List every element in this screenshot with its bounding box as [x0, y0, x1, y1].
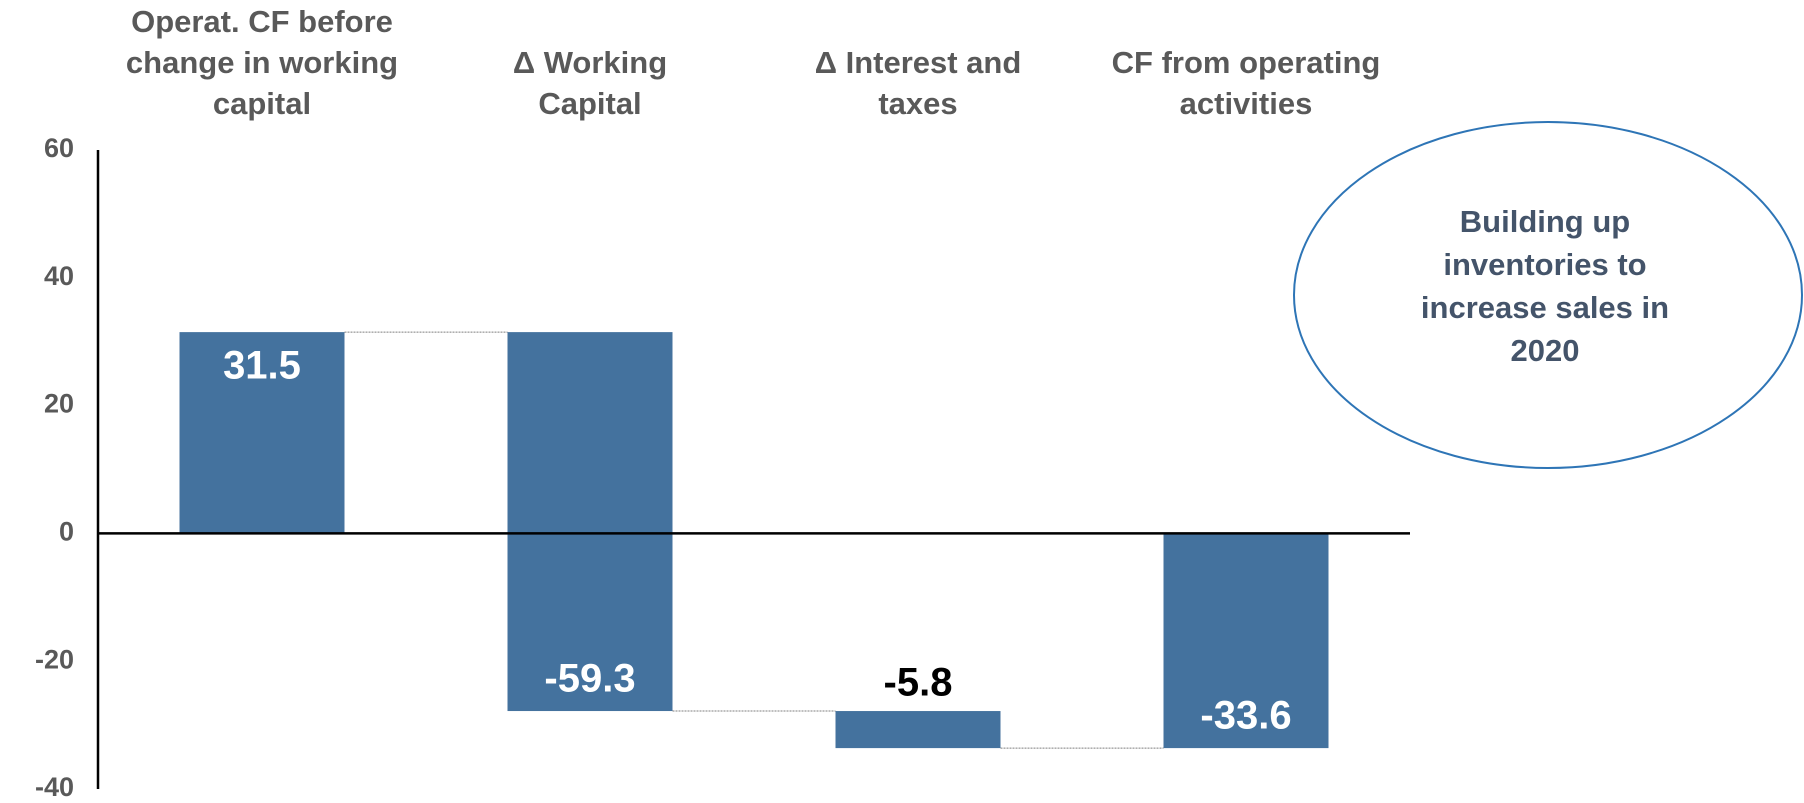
value-label: -59.3 — [544, 657, 635, 701]
y-tick-label: -20 — [35, 644, 74, 674]
y-tick-label: 60 — [44, 133, 74, 163]
x-tick-label: Δ Working Capital — [512, 45, 668, 121]
value-label: 31.5 — [223, 344, 301, 388]
x-tick-label: CF from operating activities — [1111, 45, 1381, 121]
value-label: -5.8 — [884, 661, 953, 705]
x-tick-label: Δ Interest and taxes — [814, 45, 1022, 121]
y-tick-label: 0 — [59, 517, 74, 547]
bar — [835, 711, 1001, 749]
y-tick-label: 40 — [44, 261, 74, 291]
bar — [179, 332, 345, 534]
x-tick-label: Operat. CF before change in working capi… — [125, 4, 399, 121]
y-tick-label: -40 — [35, 772, 74, 802]
bar — [507, 332, 673, 712]
y-tick-label: 20 — [44, 389, 74, 419]
annotation: Building up inventories to increase sale… — [1420, 204, 1670, 368]
annotation-ellipse — [1293, 121, 1803, 469]
value-label: -33.6 — [1200, 694, 1291, 738]
bar — [1163, 533, 1329, 749]
